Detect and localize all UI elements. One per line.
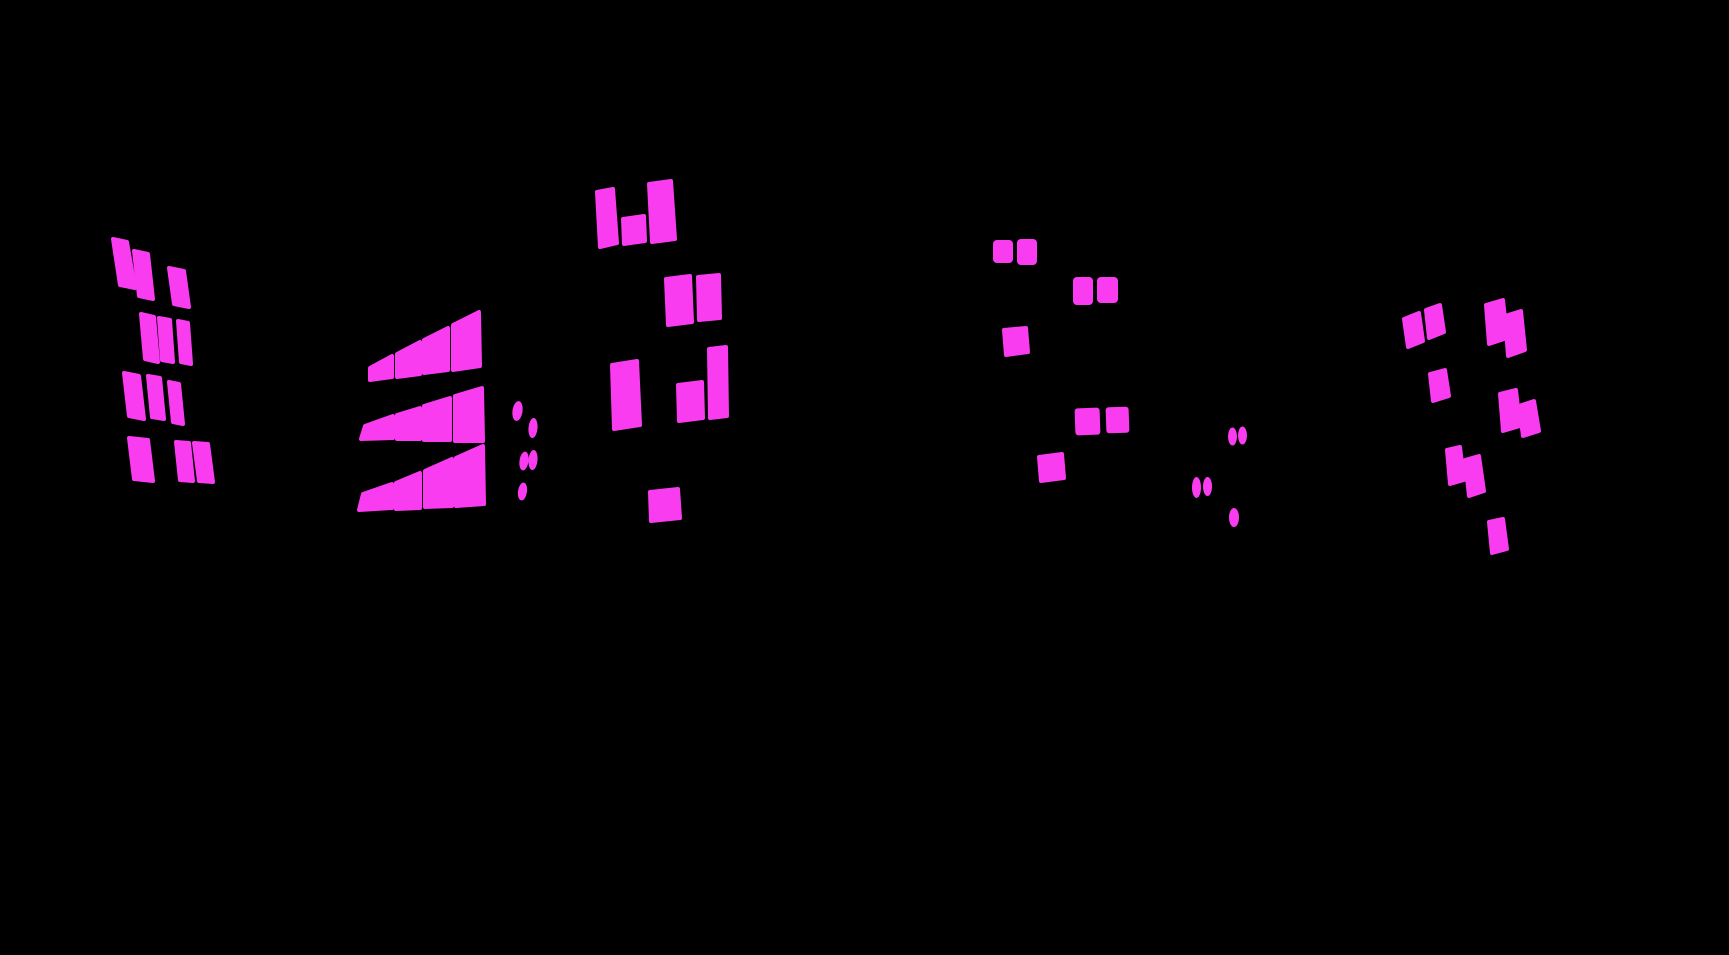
window-cluster-middle-building-shape-4 — [664, 274, 694, 327]
window-lights-shapes — [111, 179, 1541, 555]
window-cluster-left-building-shape-8 — [146, 374, 166, 421]
window-cluster-middle-building-shape-2 — [621, 214, 647, 246]
window-cluster-left-building-shape-5 — [157, 316, 175, 364]
window-cluster-left-building-shape-7 — [122, 371, 146, 421]
window-cluster-mid-right-shape-8 — [1037, 452, 1066, 483]
window-cluster-fan-wall-shape-12 — [454, 444, 486, 508]
window-cluster-right-building-shape-10 — [1487, 517, 1509, 555]
window-cluster-middle-building-shape-5 — [696, 273, 722, 322]
window-cluster-middle-building-shape-9 — [648, 487, 682, 523]
window-cluster-right-building-shape-2 — [1424, 303, 1446, 340]
window-dots-cluster-b-shape-4 — [1203, 477, 1212, 496]
window-cluster-middle-building-shape-8 — [707, 345, 729, 420]
window-dots-cluster-a-shape-3 — [519, 451, 529, 471]
window-cluster-mid-right-shape-2 — [1017, 239, 1037, 265]
window-cluster-right-building — [1402, 298, 1541, 555]
window-cluster-mid-right-shape-7 — [1105, 406, 1130, 434]
window-cluster-middle-building-shape-1 — [595, 187, 619, 249]
window-cluster-middle-building-shape-3 — [647, 179, 677, 244]
window-cluster-fan-wall-shape-2 — [395, 340, 422, 379]
window-cluster-left-building-shape-6 — [176, 319, 193, 366]
window-dots-cluster-a — [512, 401, 538, 501]
window-dots-cluster-b-shape-2 — [1238, 426, 1247, 445]
window-cluster-fan-wall-shape-8 — [453, 386, 485, 443]
window-cluster-fan-wall-shape-9 — [357, 482, 394, 512]
window-cluster-fan-wall — [357, 310, 486, 512]
window-dots-cluster-a-shape-5 — [517, 482, 528, 501]
window-cluster-fan-wall-shape-3 — [422, 326, 450, 375]
window-cluster-middle-building-shape-7 — [676, 380, 705, 423]
window-cluster-right-building-shape-4 — [1503, 309, 1527, 358]
window-cluster-middle-building-shape-6 — [610, 359, 642, 431]
window-cluster-fan-wall-shape-4 — [451, 310, 482, 372]
window-cluster-mid-right-shape-3 — [1073, 277, 1093, 305]
window-cluster-fan-wall-shape-1 — [368, 354, 394, 382]
window-dots-cluster-a-shape-4 — [528, 450, 538, 470]
window-cluster-fan-wall-shape-6 — [395, 406, 422, 441]
window-cluster-mid-right-shape-5 — [1002, 326, 1030, 357]
window-cluster-right-building-shape-8 — [1445, 445, 1466, 486]
window-cluster-left-building-shape-10 — [127, 436, 155, 483]
window-cluster-mid-right-shape-4 — [1097, 277, 1118, 303]
window-cluster-right-building-shape-7 — [1517, 399, 1541, 438]
window-cluster-left-building-shape-1 — [111, 237, 137, 290]
window-dots-cluster-b-shape-3 — [1192, 477, 1201, 498]
window-dots-cluster-b — [1192, 426, 1247, 527]
window-cluster-left-building-shape-4 — [139, 312, 160, 364]
window-cluster-right-building-shape-9 — [1463, 454, 1486, 498]
window-cluster-fan-wall-shape-10 — [394, 471, 422, 511]
window-cluster-mid-right-shape-1 — [993, 240, 1013, 263]
window-dots-cluster-a-shape-2 — [528, 418, 538, 438]
window-cluster-fan-wall-shape-7 — [422, 396, 452, 442]
window-cluster-left-building-shape-9 — [167, 380, 185, 426]
window-cluster-left-building-shape-2 — [132, 249, 155, 301]
window-cluster-fan-wall-shape-11 — [423, 457, 454, 509]
window-cluster-left-building-shape-12 — [192, 441, 215, 484]
window-cluster-right-building-shape-5 — [1428, 368, 1451, 403]
window-cluster-fan-wall-shape-5 — [359, 414, 395, 441]
window-dots-cluster-b-shape-5 — [1229, 508, 1239, 527]
window-cluster-left-building-shape-3 — [167, 266, 191, 309]
window-cluster-left-building-shape-11 — [174, 440, 195, 483]
window-cluster-right-building-shape-6 — [1498, 388, 1522, 433]
window-cluster-mid-right — [993, 239, 1130, 483]
window-cluster-left-building — [111, 237, 215, 484]
window-dots-cluster-a-shape-1 — [512, 401, 523, 421]
window-cluster-middle-building — [595, 179, 729, 523]
window-dots-cluster-b-shape-1 — [1228, 427, 1237, 446]
window-cluster-right-building-shape-1 — [1402, 311, 1425, 349]
window-cluster-mid-right-shape-6 — [1074, 407, 1101, 436]
